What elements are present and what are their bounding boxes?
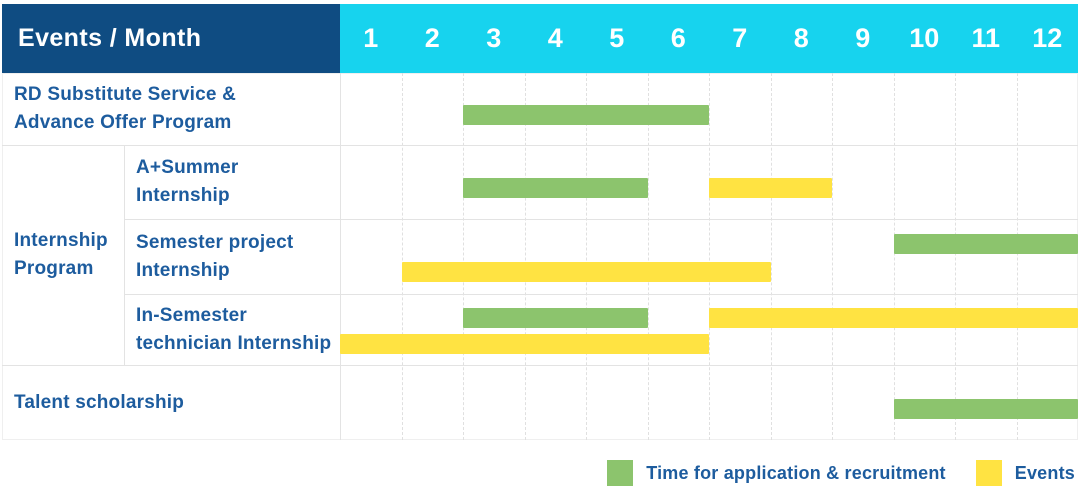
month-header-cell-4: 4 xyxy=(547,23,563,53)
month-gridline xyxy=(955,73,956,440)
row-divider xyxy=(2,145,1078,146)
gantt-bar-application xyxy=(463,105,709,126)
row-label-internship-program: Internship Program xyxy=(2,145,124,365)
row-label-line: Semester project xyxy=(136,231,294,253)
gantt-bar-application xyxy=(463,308,648,329)
month-header-row: 1 2 3 4 5 6 7 8 9 10 11 12 xyxy=(340,4,1078,73)
month-gridline xyxy=(709,73,710,440)
month-header-cell-11: 11 xyxy=(971,23,1001,53)
month-header-cell-8: 8 xyxy=(793,23,809,53)
row-label-line: Internship xyxy=(136,259,230,281)
gantt-bar-events xyxy=(709,308,1078,329)
month-gridline xyxy=(832,73,833,440)
gantt-bar-events xyxy=(340,334,709,355)
month-header-cell-1: 1 xyxy=(363,23,379,53)
gantt-bar-events xyxy=(401,261,771,282)
row-divider xyxy=(2,365,1078,366)
table-corner-header: Events / Month xyxy=(2,4,340,73)
month-header-cell-6: 6 xyxy=(670,23,686,53)
month-header-cell-12: 12 xyxy=(1032,23,1063,53)
gantt-bar-events xyxy=(709,178,832,199)
row-label-line: technician Internship xyxy=(136,332,332,354)
row-label-line: Advance Offer Program xyxy=(14,112,232,133)
row-label-line: RD Substitute Service & xyxy=(14,84,237,105)
row-label-rd-substitute-service-advance-offer-program: RD Substitute Service & Advance Offer Pro… xyxy=(2,73,340,145)
month-gridline xyxy=(893,73,895,440)
gantt-bar-application xyxy=(893,234,1078,254)
gantt-bar-application xyxy=(893,399,1078,420)
corner-header-label: Events / Month xyxy=(18,24,202,52)
row-label-talent-scholarship: Talent scholarship xyxy=(2,365,340,440)
row-divider xyxy=(124,294,1078,295)
legend: Time for application & recruitment Event… xyxy=(607,458,1075,488)
month-gridline xyxy=(463,73,464,440)
group-label-line: Program xyxy=(14,258,94,279)
group-label-line: Internship xyxy=(14,230,108,251)
legend-item-events: Events xyxy=(975,460,1075,486)
legend-label-application: Time for application & recruitment xyxy=(646,462,946,483)
month-header-cell-5: 5 xyxy=(609,23,625,53)
group-column-divider xyxy=(124,145,125,365)
application-color-swatch xyxy=(607,460,634,486)
row-divider xyxy=(124,219,1078,220)
row-label-semester-project-internship: Semester project Internship xyxy=(124,219,340,294)
legend-item-application: Time for application & recruitment xyxy=(607,460,946,486)
month-header-cell-7: 7 xyxy=(732,23,748,53)
month-header-cell-2: 2 xyxy=(424,23,440,53)
month-gridline xyxy=(586,73,587,440)
row-label-line: Internship xyxy=(136,185,230,206)
month-gridline xyxy=(770,73,772,440)
row-label-in-semester-technician-internship: In-Semester technician Internship xyxy=(124,294,340,365)
label-column-divider xyxy=(340,73,341,440)
month-gridline xyxy=(1016,73,1018,440)
row-label-line: Talent scholarship xyxy=(14,391,185,413)
month-header-cell-9: 9 xyxy=(855,23,871,53)
month-header-cell-10: 10 xyxy=(909,23,940,53)
events-color-swatch xyxy=(975,460,1002,486)
legend-label-events: Events xyxy=(1014,462,1075,483)
month-gridline xyxy=(524,73,526,440)
month-gridline xyxy=(647,73,649,440)
month-gridline xyxy=(401,73,403,440)
row-label-line: In-Semester xyxy=(136,304,247,326)
gantt-bar-application xyxy=(463,178,648,199)
row-label-a-plus-summer-internship: A+Summer Internship xyxy=(124,145,340,219)
month-header-cell-3: 3 xyxy=(486,23,502,53)
row-label-line: A+Summer xyxy=(136,157,239,178)
